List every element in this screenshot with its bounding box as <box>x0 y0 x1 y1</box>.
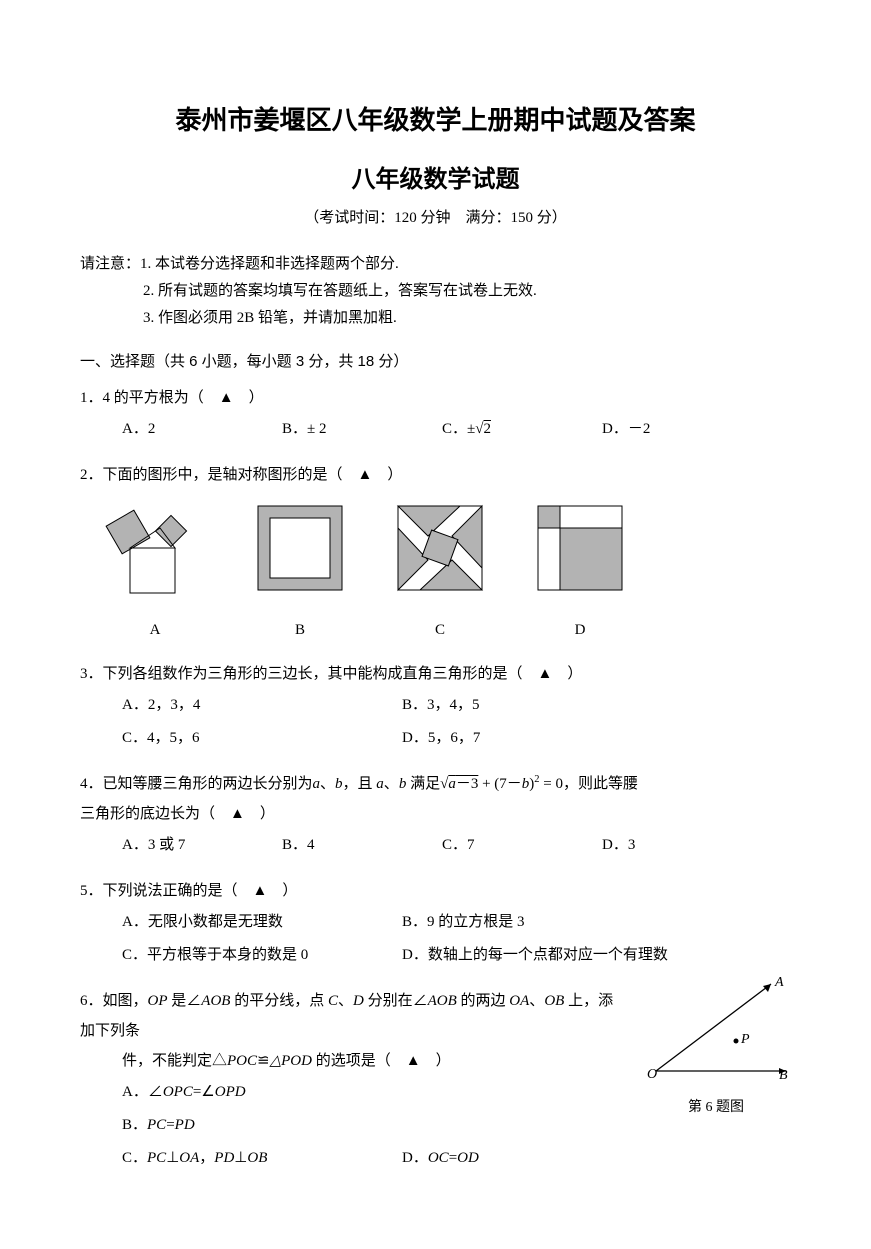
option-a: A．∠OPC=∠OPD <box>122 1076 402 1109</box>
options-row: A．2 B．± 2 C．±√2 D．－2 <box>80 413 791 446</box>
question-4: 4．已知等腰三角形的两边长分别为a、b，且 a、b 满足√a－3 + (7－b)… <box>80 769 791 862</box>
instructions-label: 请注意： <box>80 251 140 278</box>
option-a: A．3 或 7 <box>122 829 282 862</box>
option-c: C．±√2 <box>442 413 602 446</box>
option-c: C．7 <box>442 829 602 862</box>
question-text: 2．下面的图形中，是轴对称图形的是（ ▲ ） <box>80 460 791 490</box>
instruction-item: 3. 作图必须用 2B 铅笔，并请加黑加粗. <box>143 305 791 332</box>
option-c: C．平方根等于本身的数是 0 <box>122 939 402 972</box>
options-row: A．3 或 7 B．4 C．7 D．3 <box>80 829 791 862</box>
shapes-row: A B C <box>80 498 791 645</box>
option-b: B．4 <box>282 829 442 862</box>
instructions-block: 请注意：1. 本试卷分选择题和非选择题两个部分. 2. 所有试题的答案均填写在答… <box>80 251 791 332</box>
svg-text:A: A <box>774 976 784 990</box>
question-5: 5．下列说法正确的是（ ▲ ） A．无限小数都是无理数 B．9 的立方根是 3 … <box>80 876 791 972</box>
option-d: D．3 <box>602 829 762 862</box>
q6-figure: A P O B 第 6 题图 <box>641 976 791 1122</box>
option-d: D．－2 <box>602 413 762 446</box>
option-c: C．4，5，6 <box>122 722 402 755</box>
section-header: 一、选择题（共 6 小题，每小题 3 分，共 18 分） <box>80 350 791 371</box>
svg-text:P: P <box>740 1032 750 1047</box>
question-text: 4．已知等腰三角形的两边长分别为a、b，且 a、b 满足√a－3 + (7－b)… <box>80 769 791 799</box>
option-b: B．9 的立方根是 3 <box>402 906 682 939</box>
question-2: 2．下面的图形中，是轴对称图形的是（ ▲ ） A B <box>80 460 791 645</box>
question-text: 1．4 的平方根为（ ▲ ） <box>80 383 791 413</box>
shape-label: A <box>100 615 210 645</box>
shape-label: C <box>390 615 490 645</box>
option-c: C．PC⊥OA，PD⊥OB <box>122 1142 402 1175</box>
option-a: A．2，3，4 <box>122 689 402 722</box>
shape-b: B <box>250 498 350 645</box>
options-block: A．2，3，4 B．3，4，5 C．4，5，6 D．5，6，7 <box>80 689 791 755</box>
exam-info: （考试时间：120 分钟 满分：150 分） <box>80 206 791 227</box>
options-block: A．无限小数都是无理数 B．9 的立方根是 3 C．平方根等于本身的数是 0 D… <box>80 906 791 972</box>
option-b: B．3，4，5 <box>402 689 682 722</box>
shape-label: B <box>250 615 350 645</box>
question-6: A P O B 第 6 题图 6．如图，OP 是∠AOB 的平分线，点 C、D … <box>80 986 791 1175</box>
figure-label: 第 6 题图 <box>641 1094 791 1122</box>
option-a: A．2 <box>122 413 282 446</box>
subtitle: 八年级数学试题 <box>80 159 791 194</box>
svg-text:B: B <box>779 1068 788 1081</box>
main-title: 泰州市姜堰区八年级数学上册期中试题及答案 <box>80 100 791 137</box>
option-a: A．无限小数都是无理数 <box>122 906 402 939</box>
option-d: D．5，6，7 <box>402 722 682 755</box>
instruction-item: 2. 所有试题的答案均填写在答题纸上，答案写在试卷上无效. <box>143 278 791 305</box>
question-text-line2: 三角形的底边长为（ ▲ ） <box>80 799 791 829</box>
instruction-item: 1. 本试卷分选择题和非选择题两个部分. <box>140 256 399 272</box>
svg-text:O: O <box>647 1067 657 1081</box>
question-1: 1．4 的平方根为（ ▲ ） A．2 B．± 2 C．±√2 D．－2 <box>80 383 791 446</box>
option-d: D．OC=OD <box>402 1142 682 1175</box>
shape-c: C <box>390 498 490 645</box>
question-3: 3．下列各组数作为三角形的三边长，其中能构成直角三角形的是（ ▲ ） A．2，3… <box>80 659 791 755</box>
option-b: B．± 2 <box>282 413 442 446</box>
shape-a: A <box>100 498 210 645</box>
shape-label: D <box>530 615 630 645</box>
shape-d: D <box>530 498 630 645</box>
question-text: 3．下列各组数作为三角形的三边长，其中能构成直角三角形的是（ ▲ ） <box>80 659 791 689</box>
option-d: D．数轴上的每一个点都对应一个有理数 <box>402 939 668 972</box>
question-text: 5．下列说法正确的是（ ▲ ） <box>80 876 791 906</box>
option-b: B．PC=PD <box>122 1109 402 1142</box>
